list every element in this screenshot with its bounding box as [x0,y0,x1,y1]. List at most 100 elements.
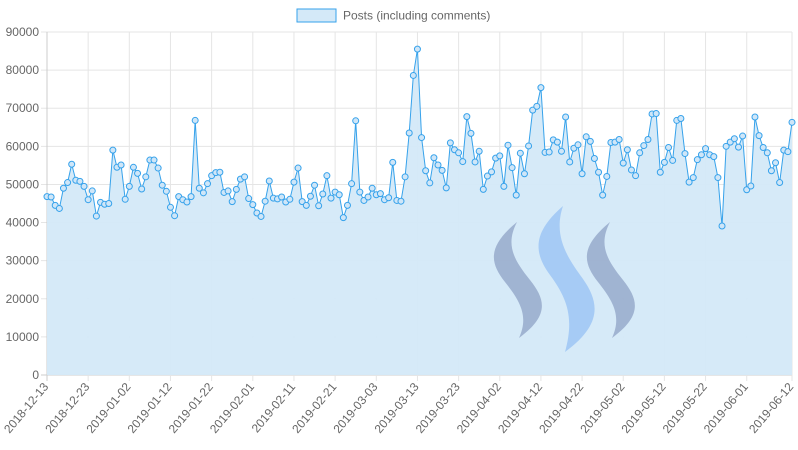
data-point[interactable] [627,166,635,174]
data-point[interactable] [479,185,487,193]
data-point[interactable] [751,113,759,121]
data-point[interactable] [586,137,594,145]
data-point[interactable] [759,143,767,151]
data-point[interactable] [763,149,771,157]
data-point[interactable] [290,178,298,186]
data-point[interactable] [88,187,96,195]
data-point[interactable] [669,156,677,164]
data-point[interactable] [755,132,763,140]
data-point[interactable] [311,181,319,189]
data-point[interactable] [520,170,528,178]
data-point[interactable] [619,159,627,167]
data-point[interactable] [142,173,150,181]
data-point[interactable] [306,192,314,200]
data-point[interactable] [488,168,496,176]
data-point[interactable] [446,139,454,147]
data-point[interactable] [623,146,631,154]
data-point[interactable] [652,110,660,118]
data-point[interactable] [348,180,356,188]
data-point[interactable] [710,153,718,161]
data-point[interactable] [84,196,92,204]
data-point[interactable] [599,191,607,199]
data-point[interactable] [228,198,236,206]
data-point[interactable] [286,195,294,203]
data-point[interactable] [199,189,207,197]
data-point[interactable] [438,166,446,174]
data-point[interactable] [459,158,467,166]
data-point[interactable] [660,158,668,166]
data-point[interactable] [533,102,541,110]
data-point[interactable] [430,154,438,162]
data-point[interactable] [467,129,475,137]
data-point[interactable] [105,200,113,207]
data-point[interactable] [665,143,673,151]
data-point[interactable] [590,155,598,163]
data-point[interactable] [689,174,697,182]
data-point[interactable] [224,187,232,195]
data-point[interactable] [249,201,257,209]
data-point[interactable] [714,174,722,182]
data-point[interactable] [525,142,533,150]
data-point[interactable] [343,201,351,209]
data-point[interactable] [323,172,331,180]
data-point[interactable] [92,212,100,220]
data-point[interactable] [693,156,701,164]
data-point[interactable] [636,149,644,157]
data-point[interactable] [747,182,755,190]
data-point[interactable] [294,164,302,172]
data-point[interactable] [730,135,738,143]
data-point[interactable] [788,118,796,126]
data-point[interactable] [68,160,76,168]
data-point[interactable] [426,179,434,187]
data-point[interactable] [59,184,67,192]
data-point[interactable] [681,150,689,158]
data-point[interactable] [718,222,726,230]
data-point[interactable] [471,158,479,166]
data-point[interactable] [702,145,710,153]
data-point[interactable] [241,173,249,181]
data-point[interactable] [455,149,463,157]
data-point[interactable] [574,141,582,149]
data-point[interactable] [422,167,430,175]
data-point[interactable] [154,164,162,172]
data-point[interactable] [644,135,652,143]
data-point[interactable] [739,132,747,140]
data-point[interactable] [632,172,640,180]
legend-label[interactable]: Posts (including comments) [343,9,490,23]
data-point[interactable] [475,147,483,155]
data-point[interactable] [183,198,191,206]
data-point[interactable] [722,142,730,150]
data-point[interactable] [138,185,146,193]
data-point[interactable] [409,71,417,79]
data-point[interactable] [776,179,784,187]
data-point[interactable] [76,177,84,185]
data-point[interactable] [434,161,442,169]
data-point[interactable] [442,184,450,192]
data-point[interactable] [129,163,137,171]
data-point[interactable] [566,158,574,166]
data-point[interactable] [162,187,170,195]
data-point[interactable] [121,195,129,203]
data-point[interactable] [772,159,780,167]
data-point[interactable] [389,158,397,166]
data-point[interactable] [278,193,286,201]
data-point[interactable] [397,197,405,205]
data-point[interactable] [516,149,524,157]
data-point[interactable] [80,182,88,190]
data-point[interactable] [483,172,491,180]
data-point[interactable] [302,201,310,209]
data-point[interactable] [401,173,409,181]
data-point[interactable] [697,151,705,159]
data-point[interactable] [418,134,426,142]
data-point[interactable] [315,202,323,210]
data-point[interactable] [261,197,269,205]
data-point[interactable] [109,146,117,154]
data-point[interactable] [339,214,347,222]
data-point[interactable] [187,193,195,201]
data-point[interactable] [578,170,586,178]
data-point[interactable] [232,185,240,193]
data-point[interactable] [368,184,376,192]
data-point[interactable] [558,147,565,155]
data-point[interactable] [784,148,792,156]
data-point[interactable] [158,181,166,189]
